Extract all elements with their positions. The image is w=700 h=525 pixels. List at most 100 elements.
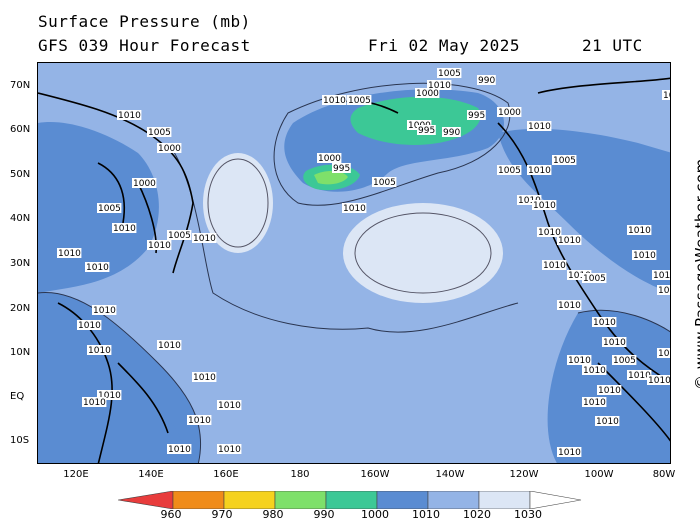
lat-label-50n: 50N [10, 169, 31, 180]
isobar-label: 1010 [193, 234, 216, 244]
isobar-label-background [557, 447, 582, 457]
isobar-label: 1010 [598, 386, 621, 396]
isobar-label-background [167, 444, 192, 454]
isobar-label-background [657, 285, 670, 295]
colorbar-label-1000: 1000 [361, 508, 389, 521]
isobar-label: 1010 [193, 373, 216, 383]
isobar-label: 1000 [318, 154, 341, 164]
pressure-map: 1010100510009901010100510009951005101010… [37, 62, 671, 464]
isobar-label: 1010 [628, 226, 651, 236]
subtropical-high-inner [354, 212, 492, 294]
colorbar-segment [478, 491, 531, 509]
isobar-label-background [597, 385, 622, 395]
isobar-label-background [627, 225, 652, 235]
isobar-label-background [582, 273, 607, 283]
lat-label-70n: 70N [10, 80, 31, 91]
isobar-label-background [332, 163, 351, 173]
isobar-label: 1010 [538, 228, 561, 238]
isobar-label: 1010 [568, 271, 591, 281]
isobar-label-background [167, 230, 192, 240]
isobar-label: 1010 [628, 371, 651, 381]
lat-label-10s: 10S [10, 435, 30, 446]
isobar-label-background [157, 340, 182, 350]
isobar-label: 1005 [348, 96, 371, 106]
isobar-label: 1010 [658, 286, 671, 296]
secondary-low-center [314, 171, 348, 185]
isobar-label: 1010 [158, 341, 181, 351]
isobar-label-background [592, 317, 617, 327]
isobar-label-background [542, 260, 567, 270]
isobar-label-background [217, 400, 242, 410]
isobar-label-background [85, 262, 110, 272]
isobar-contours [38, 82, 670, 463]
isobar-label-background [437, 68, 462, 78]
isobar-label-background [157, 143, 182, 153]
isobar-label: 1010 [78, 321, 101, 331]
lat-label-40n: 40N [10, 213, 31, 224]
isobar-label: 1010 [98, 391, 121, 401]
west-pacific-high [203, 153, 273, 253]
lon-label-140e: 140E [138, 469, 164, 480]
isobar-label: 1005 [98, 204, 121, 214]
isobar-label-background [467, 110, 486, 120]
isobar-label-background [147, 127, 172, 137]
isobar-label: 1010 [86, 263, 109, 273]
colorbar-segment [325, 491, 378, 509]
colorbar-label-960: 960 [160, 508, 182, 521]
isobar-label: 1010 [583, 366, 606, 376]
isobar-label-background [657, 348, 670, 358]
isobar-label: 1010 [518, 196, 541, 206]
colorbar-segment [529, 491, 582, 509]
colorbar-segment [118, 491, 174, 509]
isobar-label: 1010 [596, 417, 619, 427]
isobar-label: 1010 [323, 96, 346, 106]
pressure-map-canvas: 1010100510009901010100510009951005101010… [38, 63, 671, 463]
isobar-label-background [57, 248, 82, 258]
isobar-label: 1005 [583, 274, 606, 284]
lat-label-20n: 20N [10, 303, 31, 314]
isobar-label-background [97, 390, 122, 400]
isobar-label-background [322, 95, 347, 105]
isobar-label: 1010 [653, 271, 671, 281]
isobar-label: 1005 [373, 178, 396, 188]
isobar-label-background [497, 107, 522, 117]
colorbar-label-1010: 1010 [412, 508, 440, 521]
isobar-label: 1010 [648, 376, 671, 386]
isobar-label: 1005 [553, 156, 576, 166]
lat-label-30n: 30N [10, 258, 31, 269]
colorbar-label-1020: 1020 [463, 508, 491, 521]
isobar-label: 1010 [88, 346, 111, 356]
lon-label-160e: 160E [213, 469, 239, 480]
isobar-label-background [497, 165, 522, 175]
isobar-label-background [97, 203, 122, 213]
isobar-label-background [612, 355, 637, 365]
isobar-label: 1010 [343, 204, 366, 214]
isobar-label-background [602, 337, 627, 347]
isobar-label-background [415, 88, 440, 98]
forecast-label: GFS 039 Hour Forecast [38, 36, 251, 55]
lat-label-10n: 10N [10, 347, 31, 358]
isobar-label: 1000 [416, 89, 439, 99]
watermark: © www.PassageWeather.com [674, 150, 700, 390]
isobar-label: 1000 [498, 108, 521, 118]
isobar-label: 1005 [438, 69, 461, 79]
isobar-label-background [417, 125, 436, 135]
isobar-label-background [117, 110, 142, 120]
isobar-label: 990 [478, 76, 495, 86]
isobar-label-background [647, 375, 670, 385]
isobar-label-background [147, 240, 172, 250]
isobar-label-background [517, 195, 542, 205]
pressure-colorbar [118, 491, 582, 509]
isobar-label-background [582, 397, 607, 407]
isobar-label-background [77, 320, 102, 330]
isobar-label: 1010 [658, 349, 671, 359]
isobar-label: 1000 [133, 179, 156, 189]
isobar-label: 1010 [528, 122, 551, 132]
isobar-label: 1010 [633, 251, 656, 261]
isobar-label: 1010 [188, 416, 211, 426]
isobar-label-background [557, 235, 582, 245]
colorbar-segment [376, 491, 429, 509]
isobar-label: 1010 [603, 338, 626, 348]
isobar-label: 1005 [148, 128, 171, 138]
colorbar-segment [274, 491, 327, 509]
